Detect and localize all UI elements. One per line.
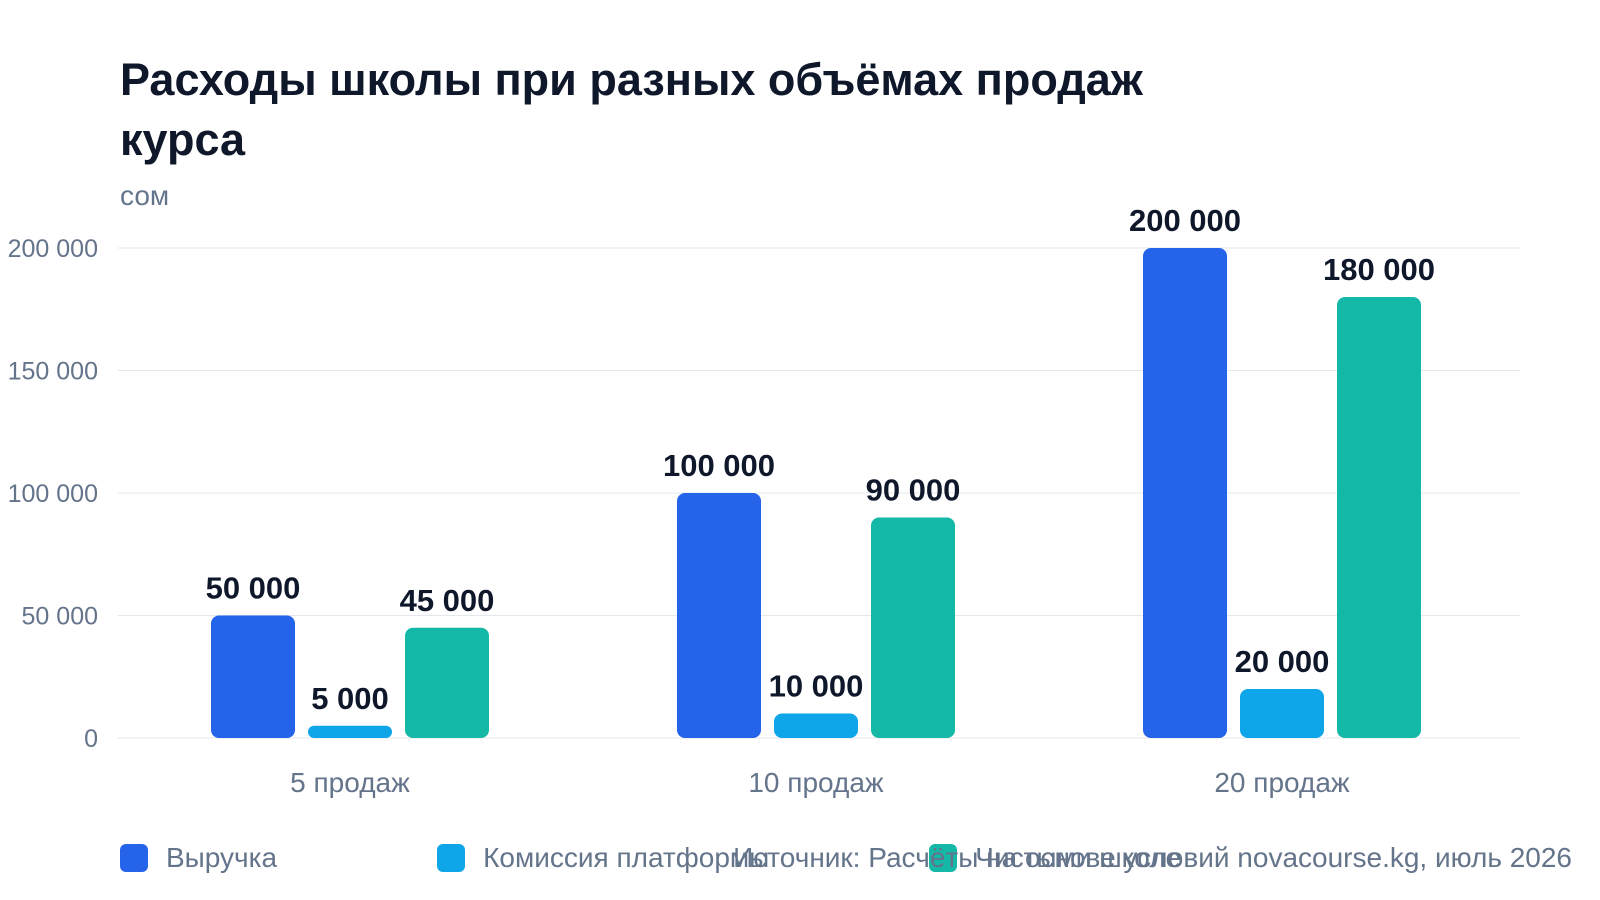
chart-title: Расходы школы при разных объёмах продаж … bbox=[120, 54, 1143, 165]
legend-label-commission: Комиссия платформы bbox=[483, 842, 770, 873]
legend-swatch-revenue bbox=[120, 844, 148, 872]
data-label-commission: 5 000 bbox=[311, 681, 389, 716]
y-axis-unit: сом bbox=[120, 180, 170, 211]
bar-commission bbox=[1240, 689, 1324, 738]
x-tick-label: 10 продаж bbox=[748, 767, 884, 798]
bar-net bbox=[405, 627, 489, 738]
legend-item-commission: Комиссия платформы bbox=[437, 842, 769, 874]
data-label-revenue: 50 000 bbox=[206, 571, 301, 606]
source-note: Источник: Расчёты на основе условий nova… bbox=[733, 842, 1572, 873]
legend-swatch-net bbox=[929, 844, 958, 872]
legend-label-net: Чистыми школе bbox=[975, 842, 1182, 873]
data-label-commission: 20 000 bbox=[1235, 644, 1330, 679]
y-tick-label: 100 000 bbox=[8, 480, 98, 508]
legend-item-revenue: Выручка bbox=[120, 842, 277, 874]
data-label-commission: 10 000 bbox=[769, 669, 864, 704]
y-tick-label: 200 000 bbox=[8, 235, 98, 263]
x-tick-label: 20 продаж bbox=[1214, 767, 1350, 798]
data-label-net: 90 000 bbox=[866, 473, 961, 508]
bar-net bbox=[871, 517, 955, 738]
bar-revenue bbox=[677, 493, 761, 738]
y-tick-label: 0 bbox=[84, 725, 98, 753]
legend: Выручка Комиссия платформы Чистыми школе bbox=[120, 838, 1341, 878]
legend-label-revenue: Выручка bbox=[166, 842, 278, 873]
data-label-revenue: 100 000 bbox=[663, 448, 775, 483]
y-tick-label: 50 000 bbox=[22, 603, 98, 631]
bar-commission bbox=[774, 713, 858, 738]
data-label-net: 45 000 bbox=[400, 583, 495, 618]
bar-revenue bbox=[1143, 248, 1227, 738]
data-label-revenue: 200 000 bbox=[1129, 203, 1241, 238]
data-label-net: 180 000 bbox=[1323, 252, 1435, 287]
bar-net bbox=[1337, 297, 1421, 738]
bar-revenue bbox=[211, 615, 295, 738]
legend-swatch-commission bbox=[437, 844, 466, 872]
bar-commission bbox=[308, 725, 392, 738]
legend-item-net: Чистыми школе bbox=[929, 842, 1181, 874]
x-tick-label: 5 продаж bbox=[290, 767, 410, 798]
y-tick-label: 150 000 bbox=[8, 358, 98, 386]
